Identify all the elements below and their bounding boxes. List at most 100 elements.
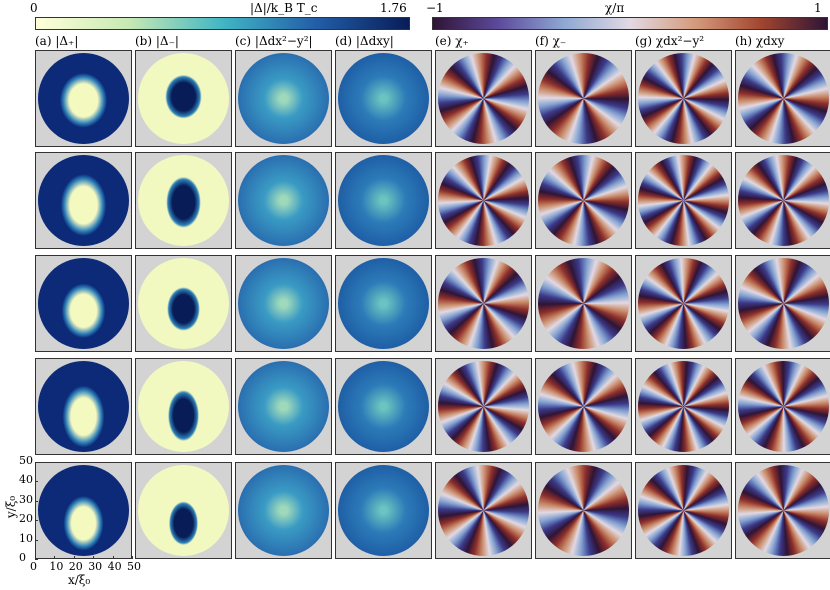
panel xyxy=(335,462,432,559)
panel-field xyxy=(738,155,829,246)
panel xyxy=(35,152,132,249)
panel-field xyxy=(138,465,229,556)
panel-field xyxy=(538,258,629,349)
panel-field xyxy=(38,361,129,452)
panel-label: (c) |Δdx²−y²| xyxy=(235,34,313,48)
panel-field xyxy=(638,465,729,556)
y-tick-label: 20 xyxy=(19,512,33,526)
x-tick-label: 10 xyxy=(49,560,64,573)
panel xyxy=(435,462,532,559)
panel xyxy=(35,462,132,559)
panel xyxy=(435,255,532,352)
panel xyxy=(535,152,632,249)
panel xyxy=(635,358,732,455)
panel-label: (h) χdxy xyxy=(735,34,785,48)
panel xyxy=(235,50,332,147)
panel-field xyxy=(138,361,229,452)
y-tick xyxy=(35,520,38,522)
y-tick xyxy=(35,481,38,483)
x-tick xyxy=(132,556,133,559)
panel-field xyxy=(138,155,229,246)
panel xyxy=(735,462,830,559)
panel-field xyxy=(338,155,429,246)
panel-field xyxy=(538,361,629,452)
panel-field xyxy=(38,155,129,246)
x-tick-label: 30 xyxy=(88,560,103,573)
panel xyxy=(335,255,432,352)
panel xyxy=(235,152,332,249)
panel-field xyxy=(438,155,529,246)
panel xyxy=(635,255,732,352)
panel-field xyxy=(538,53,629,144)
panel xyxy=(635,152,732,249)
panel-field xyxy=(638,258,729,349)
x-axis-label: x/ξ₀ xyxy=(68,573,91,587)
x-tick-label: 50 xyxy=(127,560,141,573)
panel xyxy=(335,50,432,147)
x-tick-label: 40 xyxy=(107,560,122,573)
y-tick-label: 0 xyxy=(19,551,26,564)
panel xyxy=(135,358,232,455)
panel-field xyxy=(338,361,429,452)
panel xyxy=(735,50,830,147)
y-tick-label: 10 xyxy=(19,531,33,545)
panel xyxy=(435,152,532,249)
panel-field xyxy=(538,465,629,556)
x-tick-label: 20 xyxy=(68,560,83,573)
panel-label: (d) |Δdxy| xyxy=(335,34,394,48)
panel xyxy=(35,50,132,147)
panel-label: (e) χ₊ xyxy=(435,34,469,48)
colorbar-tick: 1 xyxy=(814,1,822,15)
panel-field xyxy=(538,155,629,246)
panel xyxy=(235,462,332,559)
panel-field xyxy=(738,361,829,452)
panel xyxy=(135,255,232,352)
panel xyxy=(735,358,830,455)
panel-field xyxy=(138,53,229,144)
panel-field xyxy=(438,361,529,452)
panel xyxy=(235,358,332,455)
panel-field xyxy=(438,53,529,144)
y-tick-label: 50 xyxy=(19,454,33,467)
x-tick xyxy=(73,556,75,559)
panel-field xyxy=(238,155,329,246)
x-tick xyxy=(93,556,95,559)
panel-field xyxy=(738,258,829,349)
panel-field xyxy=(238,53,329,144)
panel xyxy=(535,50,632,147)
panel xyxy=(535,462,632,559)
panel xyxy=(635,50,732,147)
panel-label: (a) |Δ₊| xyxy=(35,34,79,48)
panel xyxy=(535,358,632,455)
panel-field xyxy=(638,361,729,452)
phase-colorbar xyxy=(432,17,828,30)
y-tick-label: 30 xyxy=(19,492,33,506)
panel xyxy=(535,255,632,352)
panel-field xyxy=(638,53,729,144)
panel-field xyxy=(338,53,429,144)
panel xyxy=(735,152,830,249)
panel-field xyxy=(38,465,129,556)
y-tick xyxy=(35,539,38,541)
y-tick xyxy=(35,500,38,502)
panel-field xyxy=(138,258,229,349)
x-tick xyxy=(54,556,56,559)
panel-field xyxy=(738,53,829,144)
panel-field xyxy=(238,465,329,556)
panel-field xyxy=(238,258,329,349)
panel-field xyxy=(638,155,729,246)
panel xyxy=(335,152,432,249)
colorbar-tick: 1.76 xyxy=(380,1,407,15)
y-axis-label: y/ξ₀ xyxy=(4,495,19,519)
panel-field xyxy=(338,465,429,556)
y-tick-label: 40 xyxy=(19,473,33,487)
panel-label: (g) χdx²−y² xyxy=(635,34,705,48)
colorbar-tick: −1 xyxy=(426,1,444,15)
panel xyxy=(35,255,132,352)
y-tick xyxy=(35,462,38,463)
x-tick-label: 0 xyxy=(30,560,37,573)
panel xyxy=(335,358,432,455)
panel-field xyxy=(438,465,529,556)
panel-field xyxy=(438,258,529,349)
